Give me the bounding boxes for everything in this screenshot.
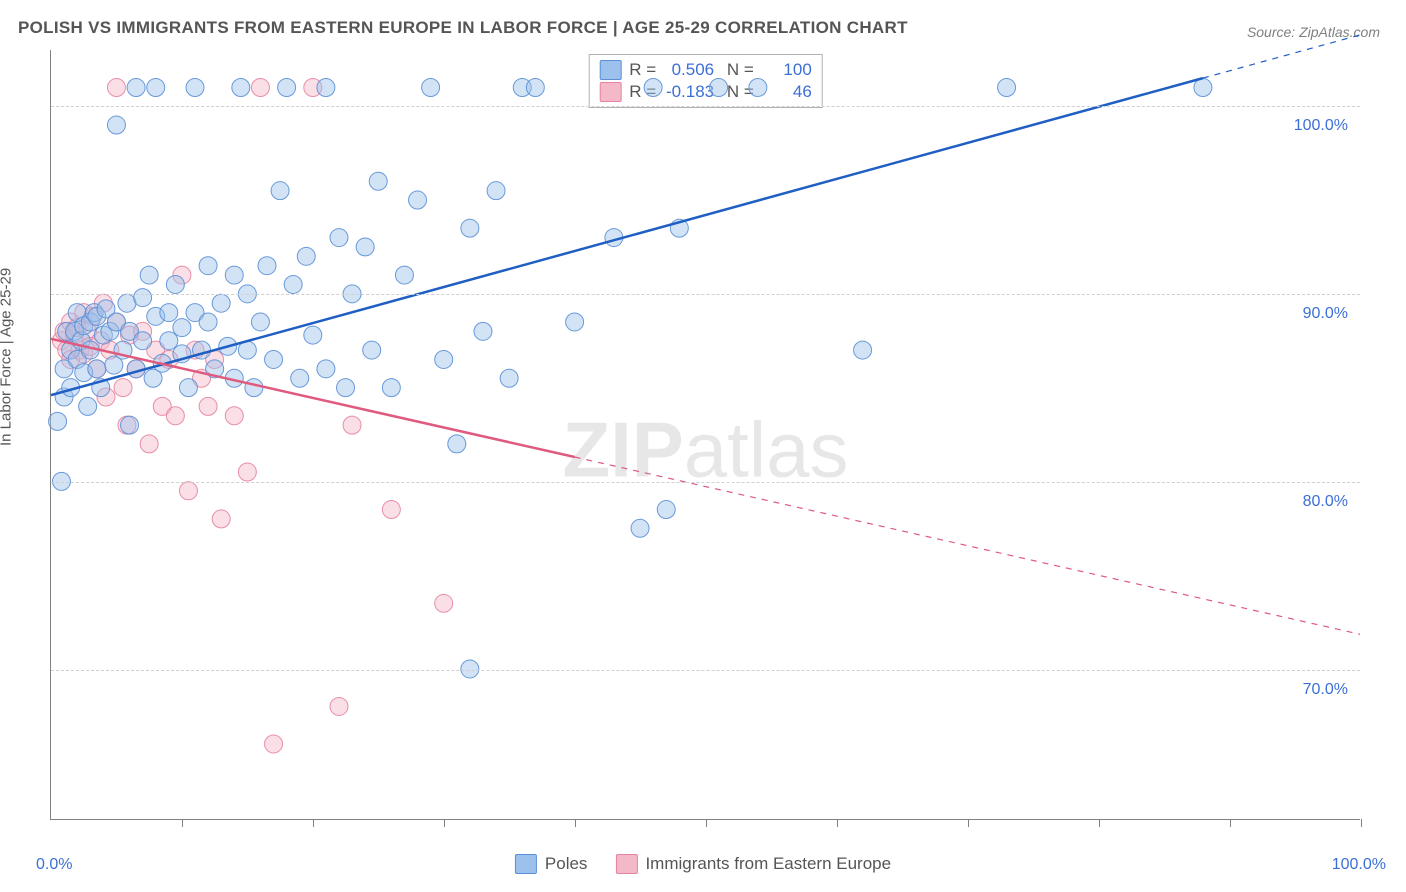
series-legend: Poles Immigrants from Eastern Europe [515,854,891,874]
plot-area: ZIPatlas R =0.506 N =100 R =-0.183 N =46… [50,50,1360,820]
source-attribution: Source: ZipAtlas.com [1247,24,1380,40]
y-tick-label: 80.0% [1303,493,1348,511]
chart-title: POLISH VS IMMIGRANTS FROM EASTERN EUROPE… [18,18,908,38]
swatch-immigrants-icon [615,854,637,874]
legend-label: Poles [545,854,588,874]
legend-item-poles: Poles [515,854,588,874]
legend-item-immigrants: Immigrants from Eastern Europe [615,854,891,874]
swatch-poles-icon [515,854,537,874]
y-tick-label: 100.0% [1294,117,1348,135]
y-tick-label: 90.0% [1303,305,1348,323]
y-tick-label: 70.0% [1303,681,1348,699]
y-axis-label: In Labor Force | Age 25-29 [0,268,15,446]
x-axis-max-label: 100.0% [1332,856,1386,874]
x-axis-min-label: 0.0% [36,856,72,874]
legend-label: Immigrants from Eastern Europe [645,854,891,874]
chart-svg [51,50,1360,819]
